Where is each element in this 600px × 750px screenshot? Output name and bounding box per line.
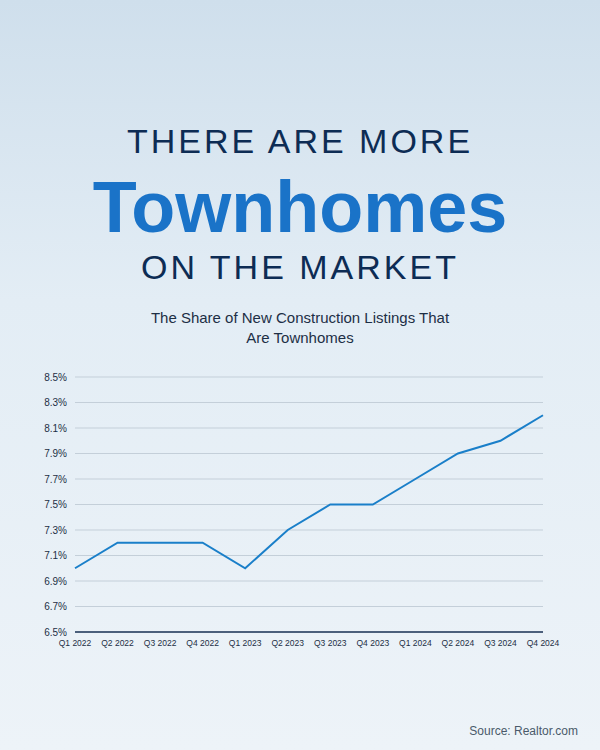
svg-text:Q4 2023: Q4 2023: [357, 638, 390, 648]
svg-text:6.5%: 6.5%: [44, 627, 67, 638]
svg-text:Q4 2024: Q4 2024: [527, 638, 560, 648]
svg-text:Q1 2022: Q1 2022: [59, 638, 92, 648]
html-text:The Share of New Construction: The Share of New Construction Listings T…: [150, 309, 450, 346]
svg-text:Q2 2022: Q2 2022: [101, 638, 134, 648]
svg-text:Q1 2023: Q1 2023: [229, 638, 262, 648]
svg-text:8.1%: 8.1%: [44, 423, 67, 434]
svg-text:Q2 2024: Q2 2024: [442, 638, 475, 648]
svg-text:6.7%: 6.7%: [44, 601, 67, 612]
svg-text:Q2 2023: Q2 2023: [271, 638, 304, 648]
svg-text:Q3 2022: Q3 2022: [144, 638, 177, 648]
svg-text:7.9%: 7.9%: [44, 448, 67, 459]
html-text:ON THE MARKET: ON THE MARKET: [141, 248, 459, 286]
svg-text:Q3 2023: Q3 2023: [314, 638, 347, 648]
svg-text:8.3%: 8.3%: [44, 397, 67, 408]
svg-text:8.5%: 8.5%: [44, 372, 67, 383]
svg-text:7.1%: 7.1%: [44, 550, 67, 561]
svg-text:7.5%: 7.5%: [44, 499, 67, 510]
html-text:Source: Realtor.com: Source: Realtor.com: [469, 724, 578, 738]
html-text:Townhomes: Townhomes: [92, 167, 508, 247]
svg-text:Q1 2024: Q1 2024: [399, 638, 432, 648]
svg-text:7.3%: 7.3%: [44, 525, 67, 536]
html-text:THERE ARE MORE: THERE ARE MORE: [126, 122, 474, 160]
svg-text:Q4 2022: Q4 2022: [186, 638, 219, 648]
svg-text:Q3 2024: Q3 2024: [484, 638, 517, 648]
svg-text:6.9%: 6.9%: [44, 576, 67, 587]
svg-text:7.7%: 7.7%: [44, 474, 67, 485]
